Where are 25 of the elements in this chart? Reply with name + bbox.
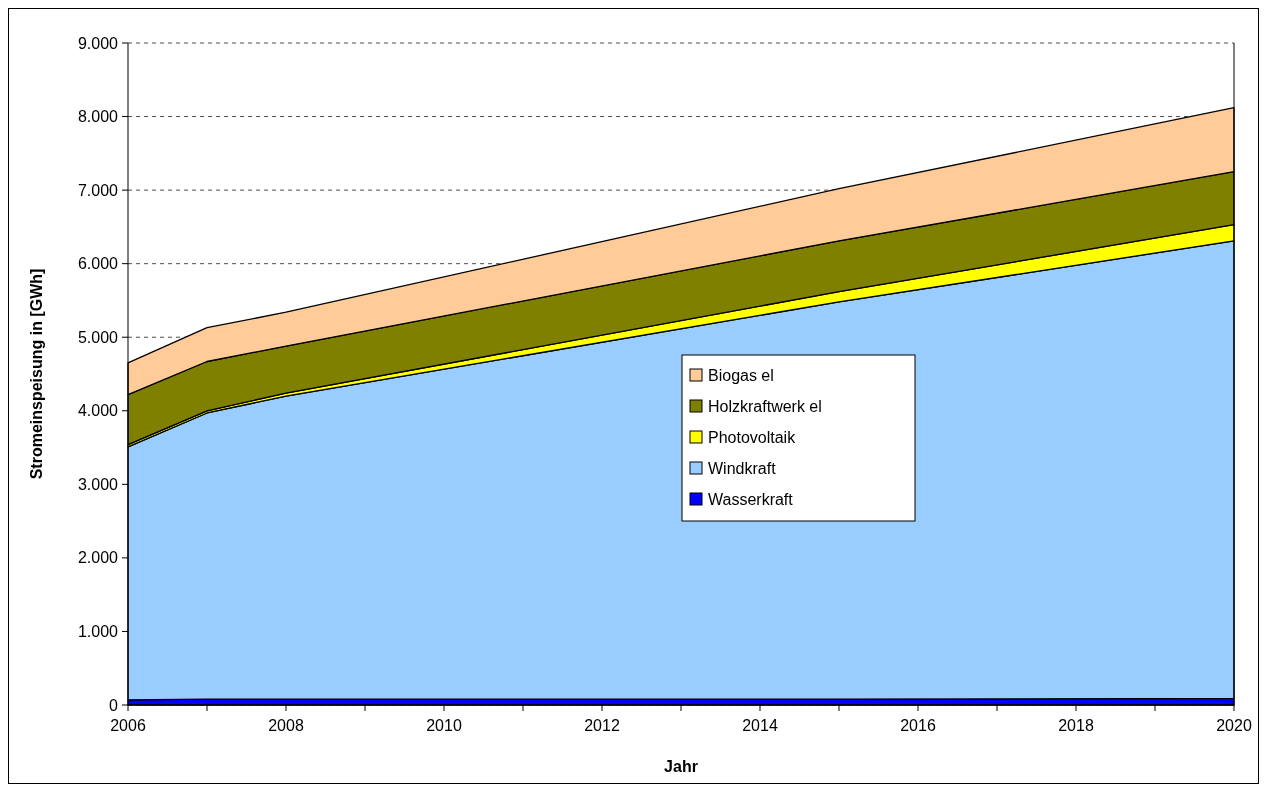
y-tick-label: 9.000 <box>77 34 119 52</box>
x-tick-label: 2012 <box>584 717 620 734</box>
y-tick-label: 7.000 <box>77 181 119 199</box>
legend-label: Wasserkraft <box>708 490 794 508</box>
y-axis-title: Stromeinspeisung in [GWh] <box>28 268 45 480</box>
x-tick-label: 2020 <box>1216 717 1252 734</box>
y-tick-label: 0 <box>109 696 119 714</box>
y-tick-label: 4.000 <box>77 402 119 420</box>
x-axis-title: Jahr <box>664 758 698 775</box>
y-tick-label: 2.000 <box>77 549 119 567</box>
x-tick-label: 2016 <box>900 717 936 734</box>
legend-label: Holzkraftwerk el <box>708 397 822 415</box>
y-tick-label: 3.000 <box>77 475 119 493</box>
x-tick-label: 2010 <box>426 717 462 734</box>
legend-label: Photovoltaik <box>708 428 797 446</box>
x-tick-label: 2006 <box>110 717 146 734</box>
x-tick-label: 2018 <box>1058 717 1094 734</box>
x-tick-label: 2008 <box>268 717 304 734</box>
x-tick-label: 2014 <box>742 717 778 734</box>
y-tick-label: 1.000 <box>77 623 119 641</box>
legend-label: Biogas el <box>708 366 774 384</box>
y-tick-label: 8.000 <box>77 108 119 126</box>
y-tick-label: 6.000 <box>77 255 119 273</box>
legend-label: Windkraft <box>708 459 777 477</box>
y-tick-label: 5.000 <box>77 328 119 346</box>
